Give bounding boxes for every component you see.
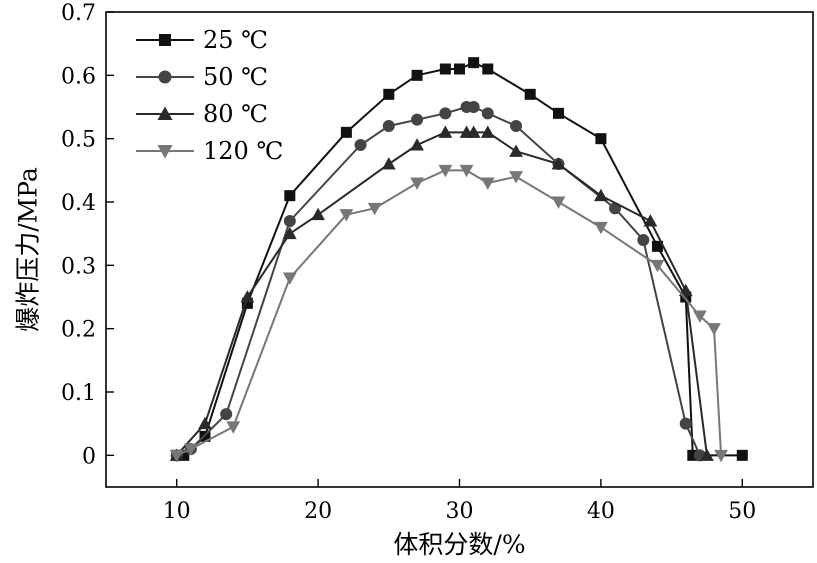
legend: 25 ℃ 50 ℃ 80 ℃ 120 ℃ [136, 26, 283, 165]
data-point [282, 272, 297, 285]
data-point [241, 297, 253, 309]
legend-item: 50 ℃ [136, 63, 268, 91]
x-axis: 10 20 30 40 50 [163, 479, 756, 524]
data-point [354, 139, 367, 151]
legend-item: 80 ℃ [136, 100, 268, 128]
y-tick-label: 0.4 [61, 191, 96, 216]
data-point [687, 449, 699, 461]
data-point [240, 290, 255, 303]
y-tick-label: 0.1 [61, 381, 96, 406]
data-point [383, 88, 395, 100]
x-tick-label: 40 [587, 499, 615, 524]
y-tick-label: 0.7 [61, 1, 96, 26]
data-point [509, 144, 523, 157]
data-point [650, 259, 665, 273]
data-point [714, 449, 728, 463]
data-point [382, 120, 395, 132]
x-tick-label: 20 [304, 499, 332, 524]
data-point [643, 214, 658, 227]
y-axis-title: 爆炸压力/MPa [14, 167, 43, 332]
y-axis: 0 0.1 0.2 0.3 0.4 0.5 0.6 0.7 [61, 1, 114, 469]
data-point [551, 196, 566, 209]
data-point [637, 234, 650, 246]
legend-swatch-marker [159, 34, 171, 46]
legend-swatch-marker [158, 70, 172, 84]
data-point [707, 323, 721, 336]
legend-label: 50 ℃ [203, 63, 268, 91]
series-2 [169, 125, 714, 461]
data-point [381, 157, 396, 170]
data-point [524, 88, 536, 100]
data-point [411, 69, 423, 81]
data-point [594, 188, 608, 202]
legend-label: 25 ℃ [203, 26, 268, 54]
x-tick-label: 10 [163, 499, 191, 524]
x-tick-label: 30 [446, 499, 474, 524]
data-point [481, 107, 494, 120]
data-point [410, 138, 424, 151]
data-point [311, 207, 325, 221]
legend-item: 25 ℃ [136, 26, 268, 54]
legend-label: 80 ℃ [203, 100, 268, 128]
data-point [459, 164, 474, 178]
data-point [467, 101, 480, 113]
data-point [468, 57, 480, 69]
data-point [198, 416, 212, 430]
data-point [438, 164, 453, 178]
legend-swatch-marker [157, 145, 173, 159]
data-point [284, 190, 296, 202]
data-point [282, 226, 297, 240]
data-point [679, 417, 692, 430]
y-tick-label: 0 [82, 444, 96, 469]
data-point [411, 113, 424, 126]
data-point [466, 125, 481, 138]
data-point [283, 215, 296, 227]
data-point [595, 133, 607, 145]
y-tick-label: 0.3 [61, 254, 96, 279]
data-point [594, 221, 608, 235]
data-point [480, 177, 495, 190]
y-tick-label: 0.6 [61, 64, 96, 89]
data-point [736, 449, 748, 461]
data-point [220, 408, 233, 421]
data-point [226, 421, 241, 434]
data-point [482, 63, 494, 75]
series-1 [170, 101, 706, 462]
data-point [552, 107, 564, 119]
data-point [339, 209, 354, 222]
x-axis-title: 体积分数/% [393, 530, 525, 559]
legend-item: 120 ℃ [136, 137, 283, 165]
y-tick-label: 0.2 [61, 318, 96, 343]
data-point [178, 449, 190, 461]
data-point [480, 125, 495, 138]
x-tick-label: 50 [728, 499, 756, 524]
data-point [700, 448, 714, 461]
data-point [438, 125, 453, 138]
data-point [367, 202, 382, 216]
series-layer [169, 57, 748, 463]
y-tick-label: 0.5 [61, 128, 96, 153]
data-point [509, 171, 523, 184]
data-point [410, 177, 424, 190]
data-point [693, 310, 707, 323]
data-point [169, 449, 184, 463]
data-point [340, 126, 352, 138]
data-point [439, 63, 451, 75]
data-point [454, 63, 465, 75]
legend-swatch-marker [157, 106, 173, 120]
legend-label: 120 ℃ [203, 137, 283, 165]
data-point [551, 157, 566, 170]
data-point [183, 443, 198, 456]
data-point [651, 240, 663, 252]
series-3 [169, 164, 728, 463]
data-point [510, 120, 523, 132]
data-point [439, 107, 452, 120]
data-point [678, 283, 693, 297]
